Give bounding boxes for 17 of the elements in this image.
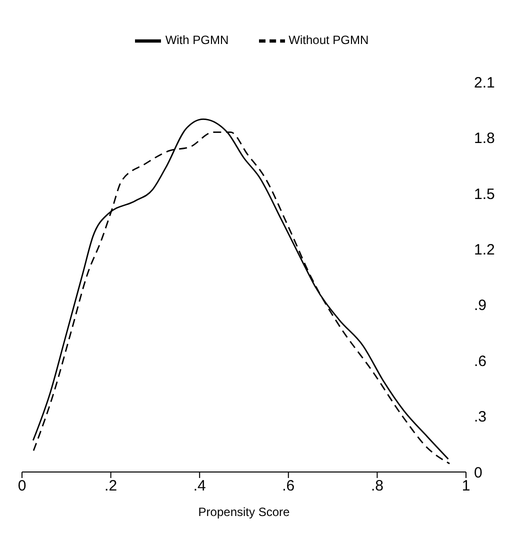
- y-tick-label: .3: [474, 408, 487, 426]
- legend-label: With PGMN: [165, 33, 229, 48]
- y-tick-label: .9: [474, 297, 487, 314]
- x-tick-label: .2: [104, 478, 118, 495]
- y-tick-label: 1.5: [474, 186, 495, 203]
- x-tick-label: .6: [282, 478, 295, 495]
- x-tick-label: 1: [462, 478, 470, 495]
- y-tick-label: 1.8: [474, 130, 495, 148]
- x-tick-label: .4: [193, 478, 206, 495]
- x-tick-label: 0: [18, 478, 26, 495]
- y-tick-label: .6: [474, 352, 487, 370]
- y-tick-label: 1.2: [474, 241, 495, 258]
- x-tick-label: .8: [370, 478, 384, 495]
- y-tick-label: 2.1: [474, 74, 495, 92]
- x-axis-title: Propensity Score: [198, 505, 290, 519]
- y-tick-label: 0: [474, 464, 482, 482]
- legend-label: Without PGMN: [288, 33, 369, 48]
